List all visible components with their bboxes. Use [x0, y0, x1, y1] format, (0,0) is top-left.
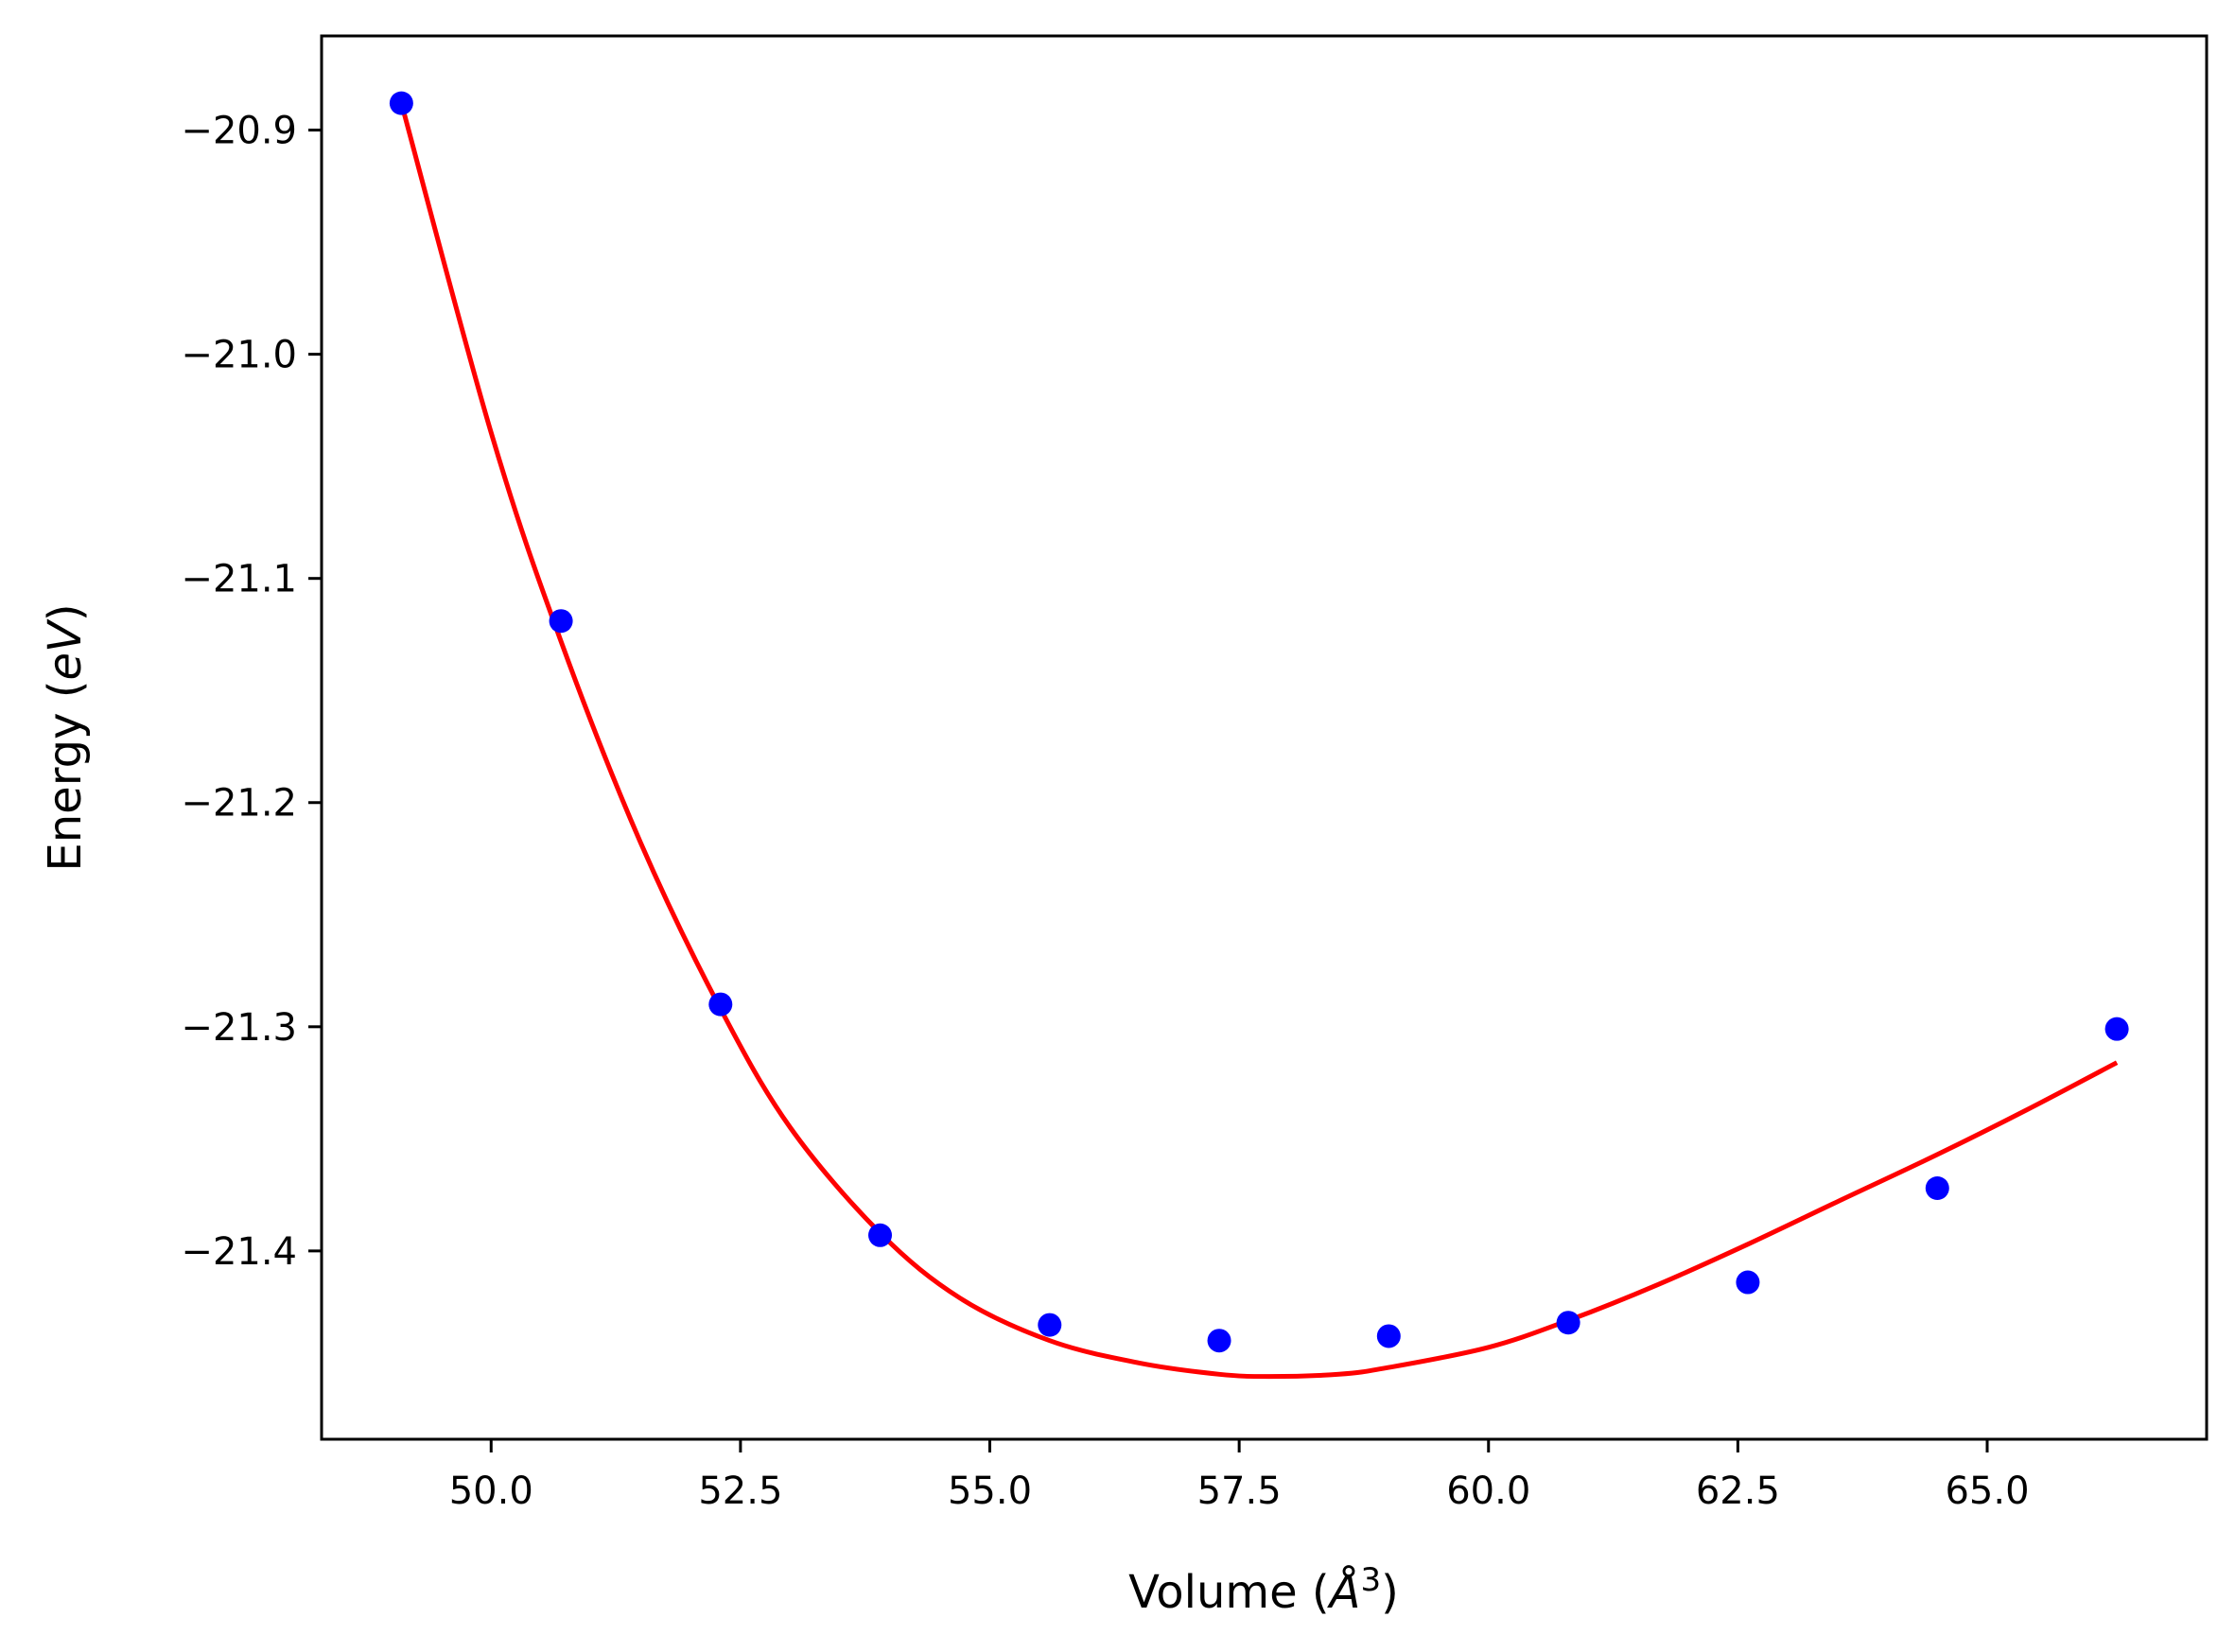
data-point	[1038, 1313, 1062, 1337]
data-point	[1207, 1329, 1231, 1353]
data-point	[1376, 1324, 1401, 1348]
y-tick-label: −21.4	[181, 1230, 297, 1274]
series-layer	[389, 91, 2129, 1380]
x-tick-label: 55.0	[948, 1469, 1032, 1513]
data-point	[549, 609, 573, 634]
y-tick-label: −21.3	[181, 1006, 297, 1050]
data-point	[389, 91, 413, 115]
data-point	[708, 992, 733, 1017]
y-axis-label: Energy (eV)	[39, 603, 92, 871]
y-tick-label: −21.1	[181, 558, 297, 601]
y-tick-label: −21.2	[181, 782, 297, 826]
x-tick-label: 50.0	[449, 1469, 533, 1513]
x-axis-ticks: 50.0 52.5 55.0 57.5 60.0 62.5 65.0	[449, 1439, 2030, 1513]
x-tick-label: 65.0	[1945, 1469, 2029, 1513]
fit-curve-line	[398, 102, 2119, 1380]
data-point	[2104, 1017, 2129, 1041]
x-tick-label: 57.5	[1197, 1469, 1282, 1513]
x-tick-label: 62.5	[1696, 1469, 1780, 1513]
data-point	[1925, 1175, 1949, 1200]
data-point	[868, 1223, 893, 1247]
data-point	[1736, 1270, 1760, 1295]
y-tick-label: −20.9	[181, 110, 297, 153]
plot-area	[320, 34, 2209, 1441]
y-tick-label: −21.0	[181, 334, 297, 377]
y-axis-ticks: −20.9 −21.0 −21.1 −21.2 −21.3 −21.4	[181, 110, 322, 1274]
x-tick-label: 60.0	[1446, 1469, 1530, 1513]
x-axis-label: Volume (Å3)	[1128, 1561, 1399, 1619]
x-tick-label: 52.5	[698, 1469, 782, 1513]
data-point	[1556, 1311, 1580, 1335]
